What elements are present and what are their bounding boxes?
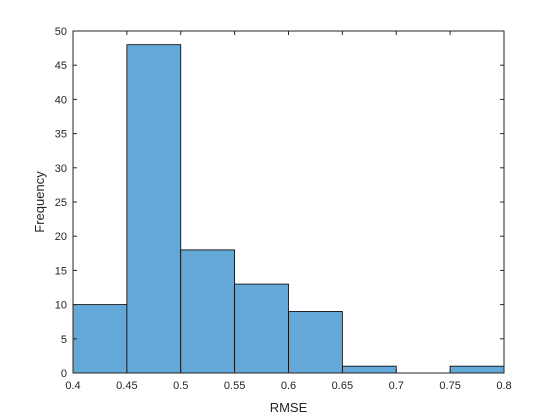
y-tick-label: 45 — [55, 60, 67, 72]
x-tick-label: 0.45 — [116, 380, 137, 392]
x-tick-label: 0.65 — [332, 380, 353, 392]
y-tick-label: 20 — [55, 231, 67, 243]
y-tick-label: 15 — [55, 265, 67, 277]
histogram-bar — [72, 304, 128, 374]
x-axis-ticks: 0.4 0.45 0.5 0.55 0.6 0.65 0.7 0.75 0.8 — [65, 31, 512, 392]
histogram-bar — [288, 311, 343, 374]
y-tick-label: 35 — [55, 129, 67, 141]
x-axis-label: RMSE — [270, 400, 308, 415]
histogram-bar — [180, 249, 236, 374]
y-tick-label: 30 — [55, 163, 67, 175]
y-tick-label: 5 — [61, 334, 67, 346]
histogram-bar — [449, 365, 505, 374]
histogram-bar — [126, 44, 182, 374]
x-tick-label: 0.5 — [173, 380, 188, 392]
x-tick-label: 0.75 — [439, 380, 460, 392]
x-tick-label: 0.55 — [224, 380, 245, 392]
histogram-bar — [234, 283, 289, 374]
x-tick-label: 0.6 — [281, 380, 296, 392]
x-tick-label: 0.7 — [389, 380, 404, 392]
x-tick-label: 0.8 — [496, 380, 511, 392]
y-tick-label: 25 — [55, 197, 67, 209]
y-tick-label: 10 — [55, 300, 67, 312]
histogram-bar — [341, 365, 397, 374]
bars-group — [72, 44, 505, 374]
y-tick-label: 50 — [55, 26, 67, 38]
y-tick-label: 0 — [61, 368, 67, 380]
y-axis-ticks: 0 5 10 15 20 25 30 35 40 45 50 — [55, 26, 504, 380]
y-tick-label: 40 — [55, 94, 67, 106]
x-tick-label: 0.4 — [65, 380, 80, 392]
y-axis-label: Frequency — [32, 171, 47, 233]
